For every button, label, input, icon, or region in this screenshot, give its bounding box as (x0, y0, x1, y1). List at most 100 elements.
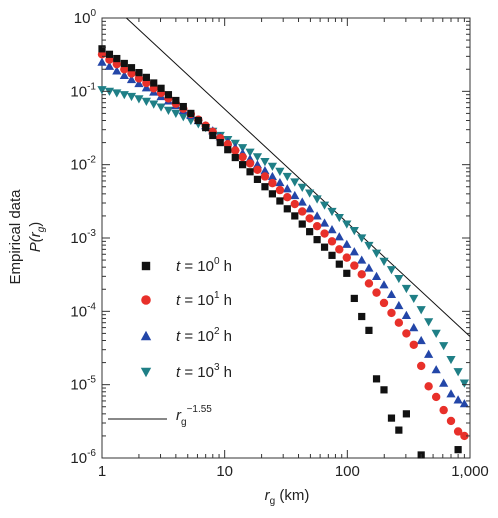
data-point (150, 79, 158, 87)
data-point (253, 175, 262, 183)
data-point (335, 260, 343, 268)
data-point (387, 414, 396, 422)
x-tick-label: 10 (216, 463, 233, 480)
data-point (409, 323, 419, 332)
data-point (446, 389, 456, 398)
data-point (394, 318, 404, 327)
data-point (275, 177, 285, 187)
legend-marker (140, 367, 152, 378)
data-point (350, 261, 359, 270)
data-point (424, 318, 434, 327)
data-point (238, 161, 247, 169)
data-point (283, 205, 291, 213)
data-point (327, 237, 337, 246)
data-point (238, 152, 247, 162)
data-point (446, 416, 456, 426)
data-point (237, 144, 248, 153)
data-point (298, 207, 307, 216)
data-point (365, 326, 373, 334)
data-point (268, 178, 277, 188)
data-point (320, 243, 329, 251)
data-point (135, 69, 143, 77)
legend-marker (141, 261, 151, 271)
data-point (224, 146, 232, 154)
data-point (334, 232, 344, 241)
data-point (328, 251, 336, 259)
y-tick-label: 100 (74, 8, 97, 27)
data-point (268, 190, 277, 198)
data-point (312, 221, 322, 231)
data-point (416, 306, 426, 315)
x-axis-title: rg (km) (265, 487, 310, 507)
data-point (126, 92, 137, 102)
data-point (439, 342, 449, 351)
data-point (260, 172, 270, 181)
data-point (275, 167, 285, 176)
data-point (98, 45, 106, 53)
data-point (372, 375, 381, 383)
x-tick-label: 100 (335, 463, 360, 480)
legend-entry-label: t = 100 h (176, 256, 232, 275)
data-point (372, 288, 381, 297)
data-point (267, 171, 278, 181)
data-point (276, 197, 284, 205)
data-point (112, 89, 122, 98)
data-point (172, 96, 180, 105)
data-point (379, 257, 389, 266)
data-point (194, 116, 202, 125)
data-point (439, 378, 449, 387)
data-point (119, 70, 129, 79)
data-point (319, 201, 330, 210)
data-point (431, 365, 441, 374)
data-point (431, 329, 441, 339)
data-point (112, 66, 122, 75)
data-point (164, 91, 173, 99)
data-point (283, 193, 292, 202)
data-point (267, 162, 278, 171)
data-point (104, 61, 115, 70)
y-tick-label: 10-2 (70, 155, 96, 174)
data-point (349, 247, 359, 256)
data-point (401, 284, 411, 294)
data-point (459, 399, 469, 408)
data-point (431, 392, 441, 402)
data-point (394, 300, 404, 310)
data-point (402, 410, 410, 418)
data-point (141, 97, 151, 106)
data-point (371, 271, 382, 280)
data-point (379, 298, 389, 308)
data-point (416, 335, 426, 345)
data-point (171, 109, 181, 119)
data-point (134, 74, 144, 83)
data-point (290, 190, 300, 200)
data-point (282, 172, 292, 182)
data-point (446, 355, 456, 365)
data-point (246, 168, 254, 176)
data-point (297, 197, 307, 206)
data-point (459, 379, 469, 388)
data-point (291, 212, 299, 220)
data-point (364, 279, 374, 288)
data-point (386, 266, 397, 275)
data-point (290, 199, 299, 209)
y-axis-ticks: 100 10-1 10-2 10-3 10-4 10-5 10-6 (70, 8, 470, 467)
data-point (379, 280, 389, 289)
y-tick-label: 10-4 (70, 301, 96, 320)
data-point (178, 113, 188, 122)
data-point (260, 166, 270, 175)
data-point (305, 189, 315, 198)
data-point (319, 218, 330, 227)
y-tick-label: 10-3 (70, 228, 96, 247)
data-point (334, 213, 344, 223)
legend: t = 100 h t = 101 h t = 102 h t = 103 h rg−1… (108, 256, 232, 428)
data-series-marks (97, 45, 469, 459)
data-point (120, 65, 129, 74)
data-point (120, 59, 128, 68)
data-point (364, 241, 374, 251)
data-point (394, 274, 404, 284)
y-axis-title-line1: Empirical data (7, 189, 24, 285)
data-point (357, 255, 367, 264)
data-point (252, 160, 263, 169)
data-point (357, 270, 366, 279)
